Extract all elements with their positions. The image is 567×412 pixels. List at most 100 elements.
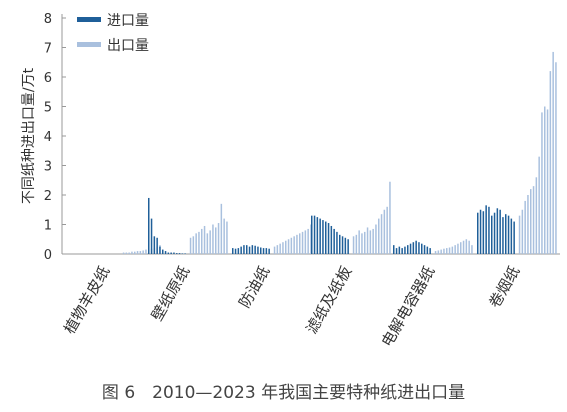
bar-import xyxy=(333,228,335,254)
bar-import xyxy=(418,242,420,254)
bar-export xyxy=(527,195,529,254)
bar-import xyxy=(176,253,178,254)
bar-export xyxy=(524,200,526,254)
bar-export xyxy=(538,156,540,254)
bar-import xyxy=(330,225,333,254)
x-tick-label: 壁纸原纸 xyxy=(148,263,194,324)
bar-import xyxy=(415,240,417,254)
bar-import xyxy=(336,231,338,254)
bar-import xyxy=(311,215,313,254)
bar-export xyxy=(437,250,440,254)
bar-import xyxy=(184,253,186,254)
bar-export xyxy=(375,224,377,254)
bar-export xyxy=(530,189,532,254)
legend-label-export: 出口量 xyxy=(107,38,149,54)
bar-import xyxy=(156,237,158,254)
bar-import xyxy=(488,206,490,254)
bar-import xyxy=(505,214,507,254)
bar-export xyxy=(226,221,228,254)
x-tick-label: 卷烟纸 xyxy=(485,263,523,311)
y-tick-label: 2 xyxy=(44,189,52,204)
bar-export xyxy=(215,227,217,254)
x-axis-labels: 植物羊皮纸 壁纸原纸 防油纸 滤纸及纸板 电解电容器纸 卷烟纸 xyxy=(60,263,523,350)
bar-import xyxy=(479,209,482,254)
bar-export xyxy=(386,206,388,254)
bar-import xyxy=(341,236,344,254)
bar-import xyxy=(409,243,412,254)
bar-export xyxy=(128,252,130,254)
bar-import xyxy=(421,243,423,254)
bar-import xyxy=(510,218,513,254)
bar-import xyxy=(491,215,493,254)
y-tick-label: 1 xyxy=(44,219,52,234)
bar-import xyxy=(251,245,254,254)
bar-export xyxy=(443,248,445,254)
x-tick-label: 电解电容器纸 xyxy=(378,263,439,350)
bar-export xyxy=(192,236,195,254)
legend: 进口量 出口量 xyxy=(77,13,149,54)
legend-label-import: 进口量 xyxy=(107,13,149,29)
bar-export xyxy=(372,228,374,254)
legend-swatch-import xyxy=(77,17,101,22)
bar-export xyxy=(217,223,220,254)
bar-export xyxy=(293,236,295,254)
bars xyxy=(122,51,557,255)
bar-export xyxy=(555,62,557,254)
bar-export xyxy=(195,233,197,254)
bar-import xyxy=(398,246,401,254)
bar-import xyxy=(148,197,150,254)
bar-export xyxy=(299,233,301,254)
bar-export xyxy=(549,71,552,254)
bar-import xyxy=(401,248,403,254)
bar-export xyxy=(460,242,462,254)
bar-export xyxy=(546,109,549,254)
y-tick-label: 0 xyxy=(44,248,52,263)
bar-import xyxy=(347,239,349,254)
bar-import xyxy=(327,223,330,254)
y-tick-label: 6 xyxy=(44,71,52,86)
bar-import xyxy=(499,209,501,254)
bar-export xyxy=(290,237,293,254)
bar-export xyxy=(304,230,307,254)
bar-import xyxy=(507,215,510,254)
bar-import xyxy=(319,218,321,254)
bar-export xyxy=(369,230,372,254)
bar-import xyxy=(159,246,161,254)
bar-import xyxy=(260,247,262,254)
bar-export xyxy=(206,233,209,254)
bar-import xyxy=(513,221,515,254)
bar-export xyxy=(440,249,442,254)
y-tick-label: 5 xyxy=(44,101,52,116)
bar-import xyxy=(477,212,479,254)
bar-import xyxy=(482,211,485,254)
bar-export xyxy=(364,231,366,254)
bar-export xyxy=(544,106,546,254)
bar-export xyxy=(361,233,363,254)
bar-export xyxy=(541,112,543,255)
bar-export xyxy=(136,251,139,254)
bar-export xyxy=(535,177,538,254)
bar-import xyxy=(248,246,251,254)
bar-import xyxy=(243,245,245,254)
bar-export xyxy=(142,250,144,254)
bar-export xyxy=(389,181,391,254)
bar-export xyxy=(201,228,203,254)
legend-swatch-export xyxy=(77,42,101,47)
bar-export xyxy=(145,249,147,254)
bar-export xyxy=(273,246,276,254)
bar-export xyxy=(209,230,211,254)
bar-import xyxy=(412,242,415,254)
bar-export xyxy=(366,227,369,254)
figure-caption: 图 6 2010—2023 年我国主要特种纸进出口量 xyxy=(101,383,466,403)
bar-import xyxy=(316,217,319,254)
bar-import xyxy=(170,252,172,254)
bar-export xyxy=(518,215,521,254)
bar-import xyxy=(257,246,259,254)
bar-import xyxy=(325,221,327,254)
bar-import xyxy=(393,245,395,254)
bar-import xyxy=(153,236,156,254)
bar-export xyxy=(198,231,200,254)
bar-export xyxy=(471,245,473,254)
bar-export xyxy=(448,247,451,254)
bar-import xyxy=(232,248,234,254)
